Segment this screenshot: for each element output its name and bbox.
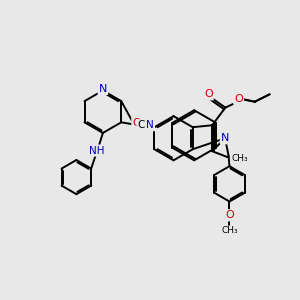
Text: O: O: [225, 210, 234, 220]
Text: CH₃: CH₃: [231, 154, 248, 163]
Text: O: O: [204, 89, 213, 99]
Text: N: N: [99, 84, 107, 94]
Text: O: O: [234, 94, 243, 104]
Text: C: C: [138, 120, 145, 130]
Text: O: O: [132, 118, 141, 128]
Text: CH₃: CH₃: [221, 226, 238, 236]
Text: N: N: [221, 133, 229, 143]
Text: NH: NH: [89, 146, 105, 156]
Text: N: N: [146, 120, 154, 130]
